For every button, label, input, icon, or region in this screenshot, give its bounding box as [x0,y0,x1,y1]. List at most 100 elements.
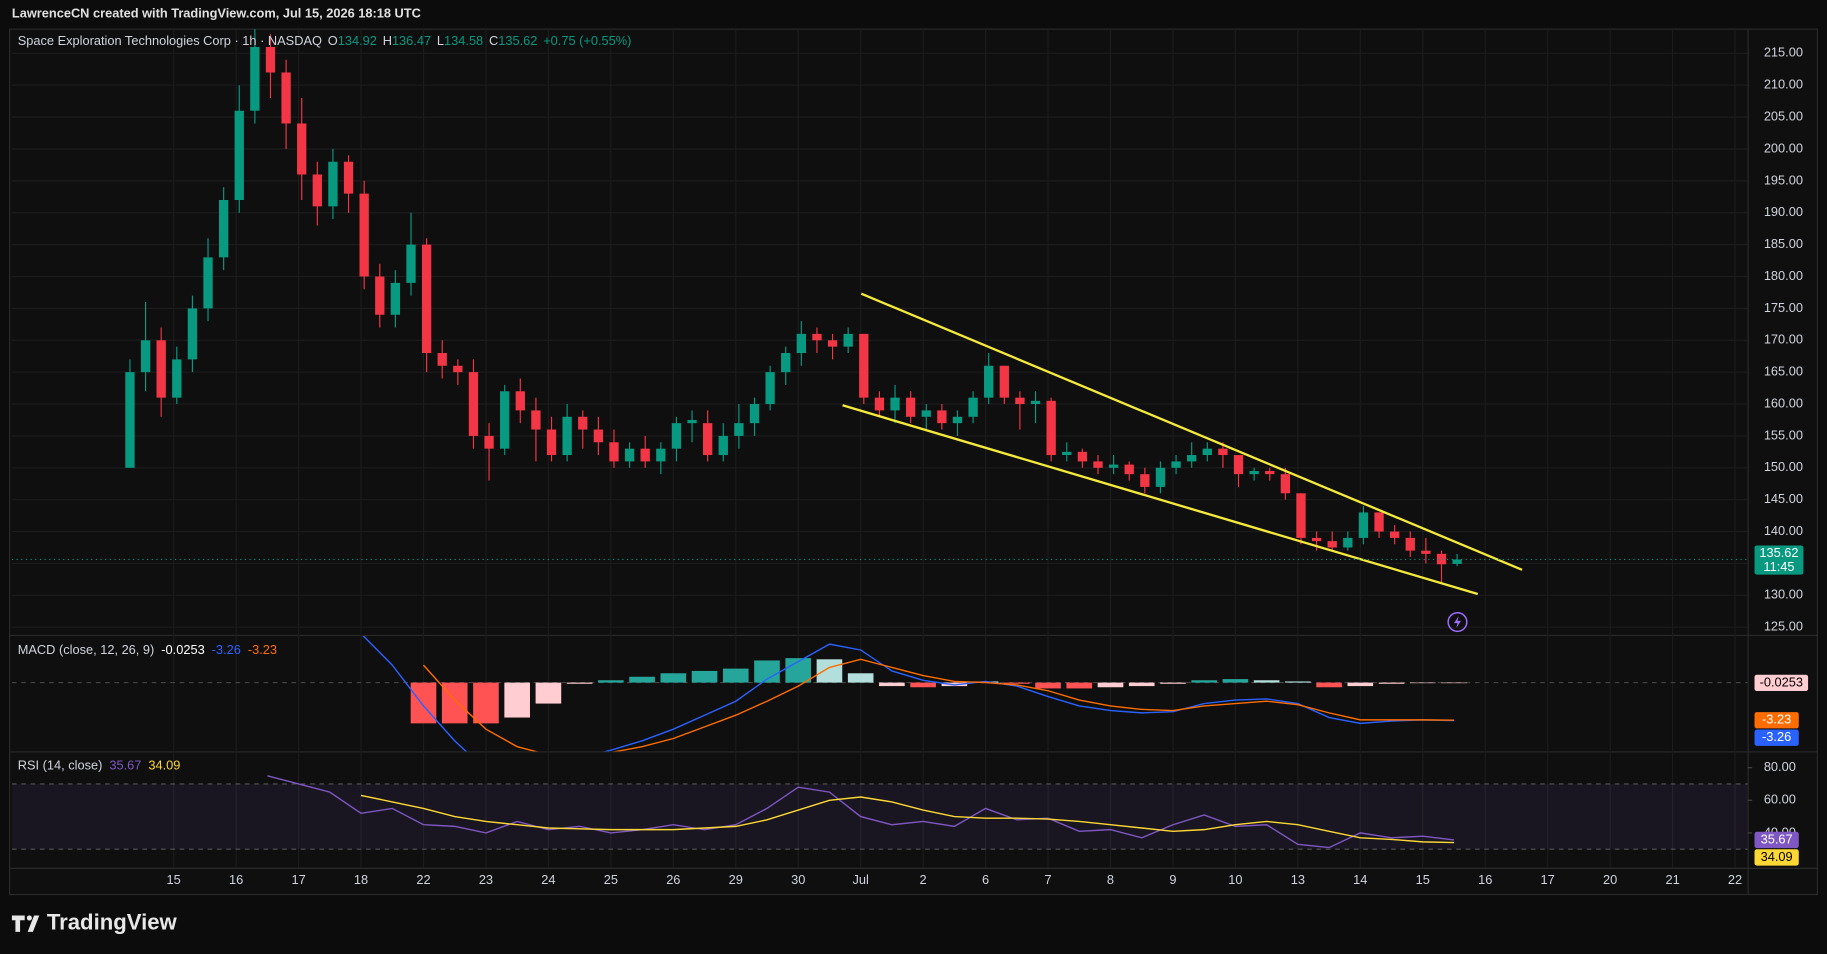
y-tick-label: 205.00 [1764,108,1803,123]
axis-tag [1754,712,1799,729]
macd-line [362,636,1455,752]
candle-body [609,442,619,462]
x-tick-label: 7 [1044,872,1051,887]
x-tick-label: 9 [1169,872,1176,887]
x-tick-label: Jul [852,872,868,887]
legend-title: MACD (close, 12, 26, 9) [18,643,155,658]
histogram-bar [504,682,530,718]
histogram-bar [1316,682,1342,688]
axis-tag-value: -0.0253 [1760,674,1803,689]
candle-body [140,340,151,373]
candle-body [578,416,588,430]
candle-body [312,174,322,207]
histogram-bar [598,680,624,683]
candle-body [968,397,978,417]
histogram-bar [566,682,593,684]
legend-item: 134.92 [338,33,377,48]
candle-body [1155,467,1166,487]
candle-body [453,365,463,373]
candle-body [218,199,229,258]
y-tick-label: 140.00 [1764,523,1803,538]
x-tick-label: 14 [1353,872,1367,887]
candle-body [937,410,947,424]
candle-body [1030,400,1041,405]
x-tick-label: 15 [167,872,181,887]
y-tick-label: 150.00 [1764,459,1803,474]
x-tick-label: 10 [1228,872,1242,887]
histogram-bar [1003,682,1030,684]
candle-body [515,391,525,411]
candle-body [671,423,682,449]
histogram-bar [1285,681,1311,683]
candle-body [328,161,338,207]
candle-body [624,448,635,462]
watermark: TradingView [47,910,178,935]
chart-frame [9,28,1818,896]
candle-body [1358,512,1369,538]
candle-body [1062,451,1072,456]
candle-body [1389,531,1400,538]
x-tick-label: 22 [416,872,430,887]
y-tick-label: 165.00 [1764,364,1803,379]
candle-body [1280,474,1291,494]
candle-body [1374,512,1384,532]
rsi [11,775,1748,850]
legend-title: RSI (14, close) [18,758,103,773]
x-tick-label: 8 [1107,872,1114,887]
trend-line [842,404,1479,596]
candle-body [1249,470,1259,475]
candle-body [546,429,557,456]
y-tick-label: 80.00 [1764,759,1796,774]
candle-body [999,365,1009,398]
candle-body [687,419,697,424]
candle-body [1421,550,1431,554]
macd [11,636,1748,752]
histogram-bar [1191,680,1217,683]
legend-value: 34.09 [148,758,180,773]
y-tick-label: 175.00 [1764,300,1803,315]
legend: Space Exploration Technologies Corp · 1h… [18,33,632,48]
candle-body [437,353,447,366]
logo: TradingView [11,910,178,935]
candle-body [1343,537,1353,548]
histogram-bar [1253,680,1280,683]
histogram-bar [1409,682,1436,684]
histogram-bar [1066,682,1093,689]
candle-body [531,410,541,430]
candle-body [656,448,666,462]
axis-tag-value: -3.23 [1762,712,1791,727]
y-tick-label: 215.00 [1764,45,1803,60]
y-tick-label: 200.00 [1764,140,1803,155]
candle-body [203,257,213,309]
candle-body [297,123,307,175]
candle-body [500,391,510,449]
credit: LawrenceCN created with TradingView.com,… [12,5,421,20]
histogram-bar [1035,682,1061,689]
candle-body [406,244,416,283]
candle-body [1218,448,1228,456]
histogram-bar [473,682,499,724]
candle-body [250,46,260,111]
y-tick-label: 185.00 [1764,236,1803,251]
candle-body [390,282,401,315]
candle-body [827,340,838,347]
x-tick-label: 16 [1478,872,1492,887]
legend-value: 35.67 [109,758,141,773]
histogram-bar [1347,682,1374,687]
candle-body [421,244,432,354]
candle-body [1233,455,1244,475]
legend-item: O [328,33,338,48]
logo-mark [26,915,32,921]
candle-body [874,397,885,411]
x-tick-label: 23 [479,872,493,887]
candle-body [859,333,869,398]
candle-body [1046,400,1056,456]
y-tick-label: 180.00 [1764,268,1803,283]
candle-body [1187,455,1197,462]
candle-body [1015,397,1025,405]
candle-body [812,333,822,341]
logo-mark [27,915,40,932]
legend-value: -3.26 [212,643,241,658]
legend-value: -0.0253 [161,643,204,658]
candle-body [702,423,713,456]
